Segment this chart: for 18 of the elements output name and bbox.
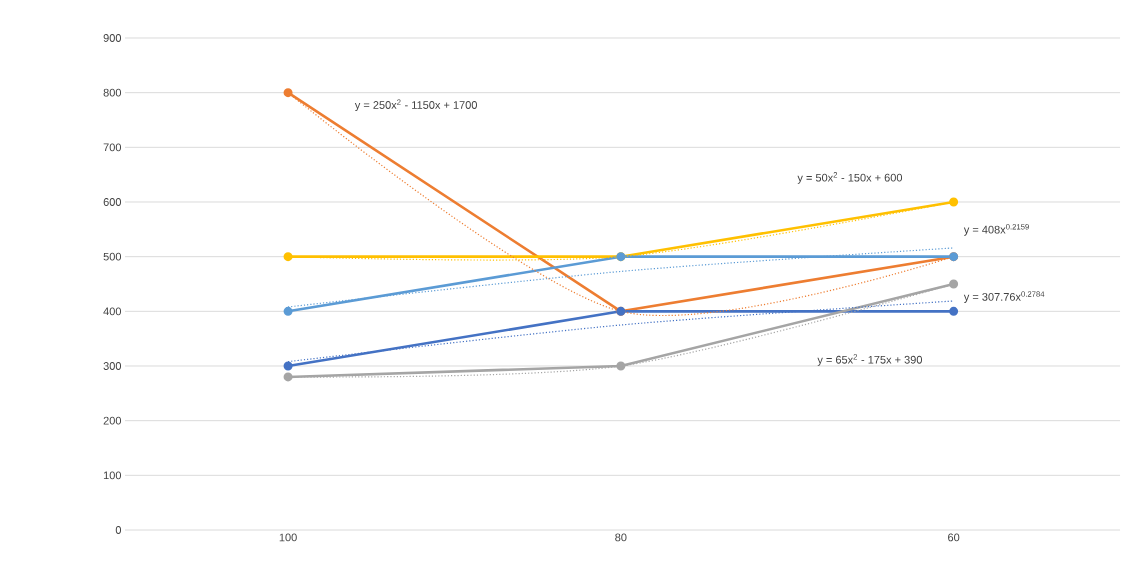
y-tick-label: 200 [103, 416, 122, 425]
y-tick-label: 0 [115, 526, 122, 534]
y-tick-label: 100 [103, 471, 122, 480]
x-tick-label: 60 [948, 533, 960, 542]
y-tick-label: 800 [103, 88, 122, 97]
y-tick-label: 900 [103, 34, 122, 42]
y-tick-label: 700 [103, 143, 122, 152]
annotation: y = 250x$^{2}$ - 1150x + 1700 [354, 99, 477, 112]
x-tick-label: 100 [279, 533, 297, 542]
y-tick-label: 600 [103, 198, 122, 206]
y-tick-label: 400 [103, 307, 122, 316]
annotation: y = 65x$^{2}$ - 175x + 390 [817, 354, 923, 366]
y-tick-label: 500 [103, 252, 122, 261]
y-tick-label: 300 [103, 362, 122, 370]
annotation: y = 307.76x$^{0.2784}$ [963, 291, 1045, 303]
annotation: y = 408x$^{0.2159}$ [963, 224, 1029, 236]
x-tick-label: 80 [615, 533, 627, 542]
annotation: y = 50x$^{2}$ - 150x + 600 [797, 172, 903, 184]
